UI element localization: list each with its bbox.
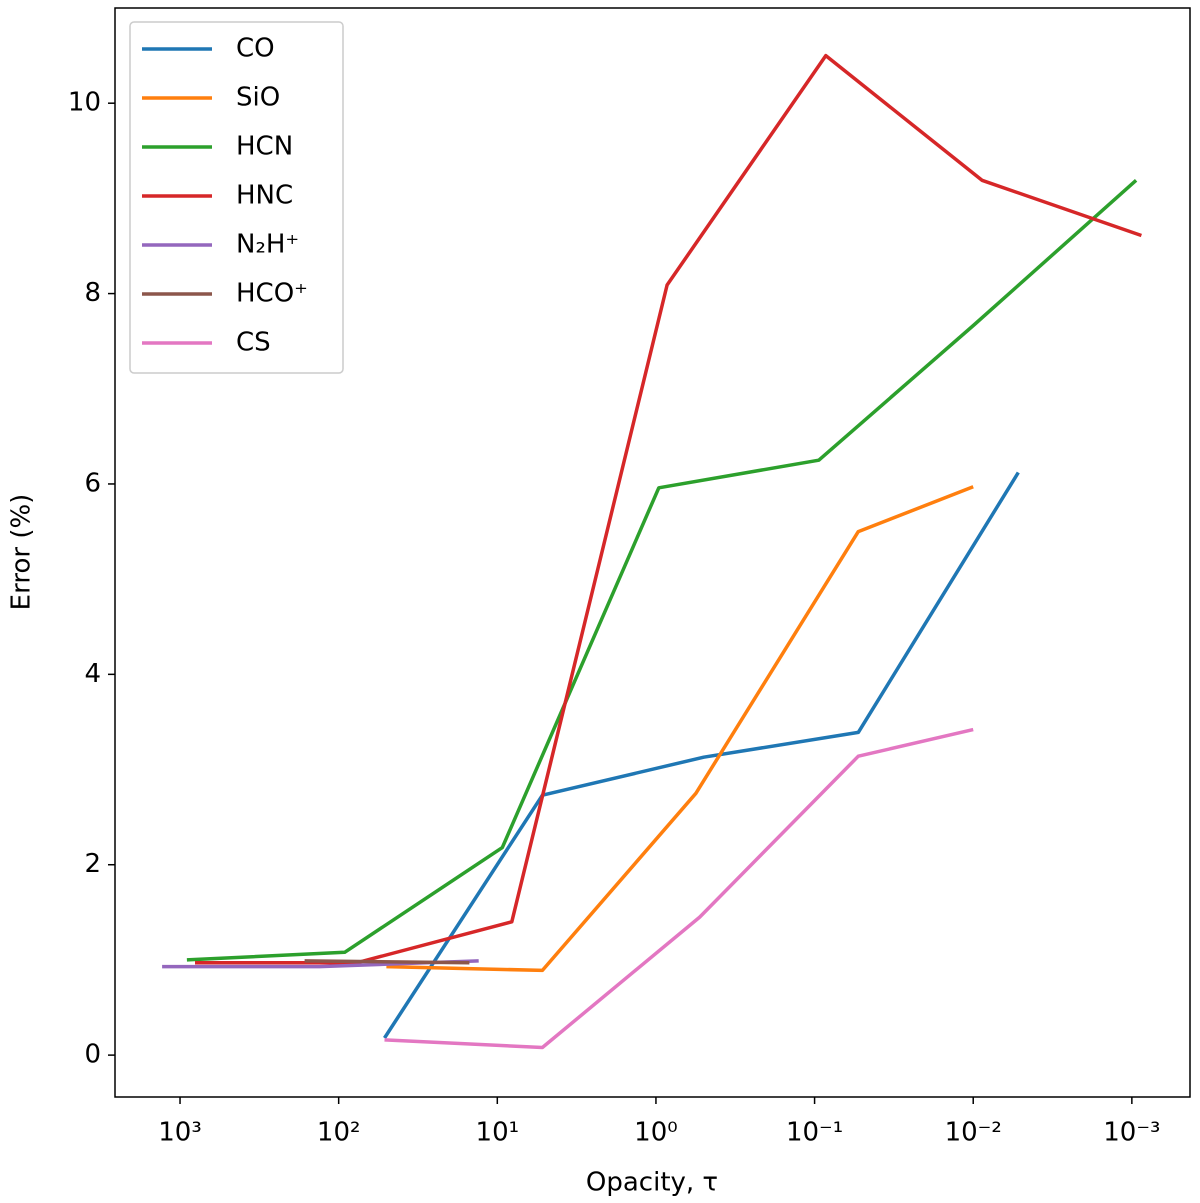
series-line xyxy=(304,959,470,965)
x-tick-label: 10¹ xyxy=(476,1118,520,1148)
y-tick-label: 10 xyxy=(68,88,101,118)
legend-label: HCO⁺ xyxy=(236,279,308,309)
x-tick-label: 10⁻³ xyxy=(1103,1118,1160,1148)
legend-label: HCN xyxy=(236,132,293,162)
legend-label: CS xyxy=(236,328,271,358)
y-tick-label: 2 xyxy=(84,849,101,879)
x-tick-label: 10² xyxy=(317,1118,361,1148)
x-tick-label: 10⁻² xyxy=(945,1118,1002,1148)
series-line xyxy=(383,471,1020,1039)
y-axis-label: Error (%) xyxy=(7,494,37,611)
y-tick-label: 4 xyxy=(84,659,101,689)
x-tick-label: 10³ xyxy=(158,1118,202,1148)
legend-label: HNC xyxy=(236,181,293,211)
y-tick-label: 8 xyxy=(84,278,101,308)
legend-label: SiO xyxy=(236,83,280,113)
legend-label: N₂H⁺ xyxy=(236,230,299,260)
x-tick-label: 10⁻¹ xyxy=(786,1118,843,1148)
x-tick-label: 10⁰ xyxy=(634,1118,678,1148)
y-tick-label: 0 xyxy=(84,1040,101,1070)
series-line xyxy=(386,485,974,973)
series-line xyxy=(384,727,974,1050)
x-axis-label: Opacity, τ xyxy=(586,1168,718,1198)
legend-label: CO xyxy=(236,34,275,64)
legend-box xyxy=(129,21,344,374)
plot-frame xyxy=(114,7,1191,1098)
y-tick-label: 6 xyxy=(84,468,101,498)
series-line xyxy=(186,178,1138,962)
